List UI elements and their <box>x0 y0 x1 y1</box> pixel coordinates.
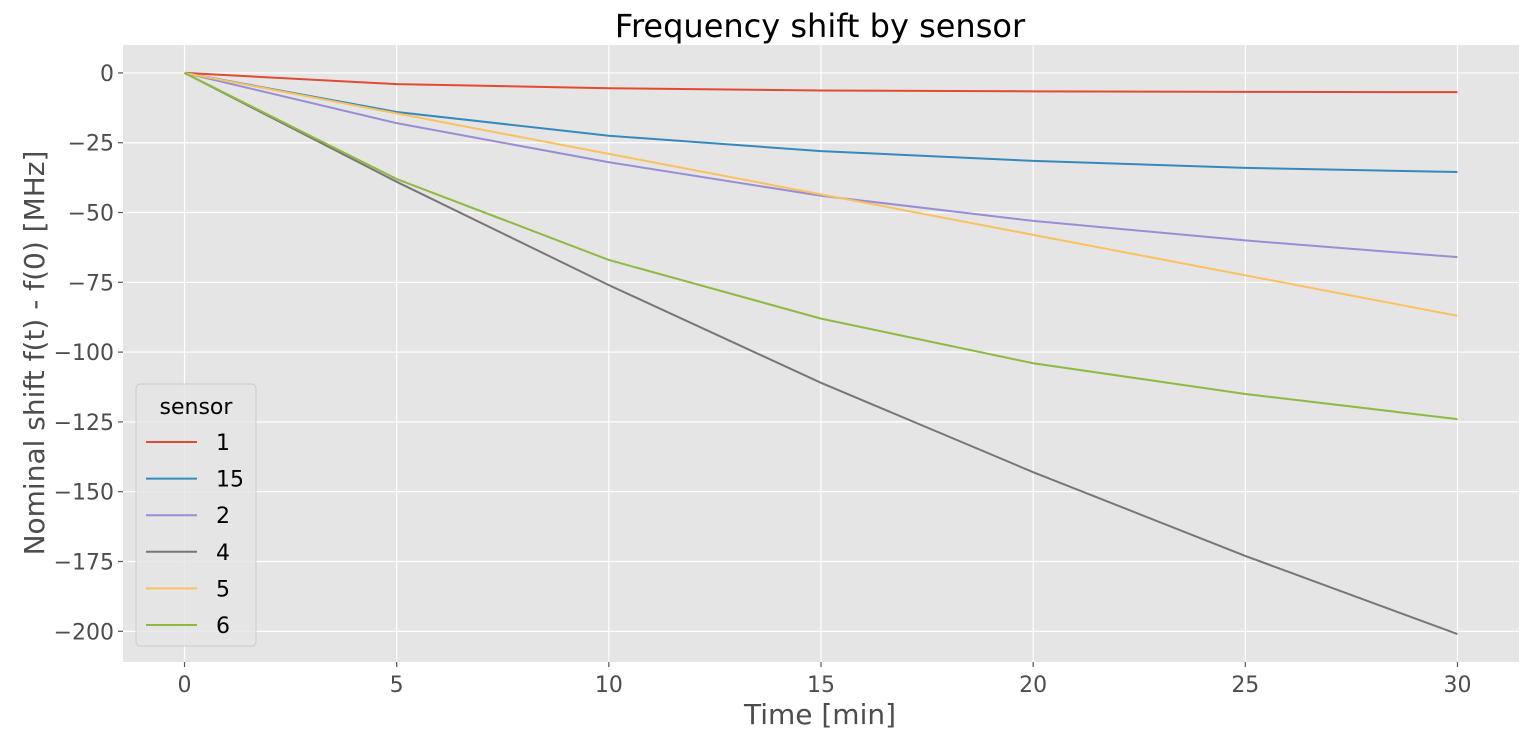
y-axis-label: Nominal shift f(t) - f(0) [MHz] <box>18 151 51 556</box>
legend: sensor 1 15 2 4 5 6 <box>135 383 257 647</box>
y-tick-label: −50 <box>68 202 114 227</box>
y-tick-label: −200 <box>54 620 114 645</box>
y-tick-label: −75 <box>68 271 114 296</box>
chart-title: Frequency shift by sensor <box>615 7 1026 45</box>
legend-title: sensor <box>160 395 234 420</box>
x-axis-ticks: 0 5 10 15 20 25 30 <box>178 662 1471 698</box>
series-line-sensor-1 <box>184 71 1458 94</box>
legend-label-sensor-5: 5 <box>216 577 230 602</box>
legend-label-sensor-1: 1 <box>216 431 230 456</box>
y-tick-label: −175 <box>54 550 114 575</box>
series-line-sensor-2 <box>184 71 1458 259</box>
series-line-sensor-15 <box>184 71 1458 174</box>
x-tick-label: 20 <box>1019 673 1047 698</box>
x-tick-label: 5 <box>390 673 404 698</box>
legend-label-sensor-4: 4 <box>216 541 230 566</box>
y-axis-ticks: 0 −25 −50 −75 −100 −125 −150 −175 −200 <box>54 62 123 645</box>
x-tick-label: 10 <box>595 673 623 698</box>
x-tick-label: 25 <box>1231 673 1259 698</box>
legend-label-sensor-15: 15 <box>216 468 244 493</box>
y-tick-label: −125 <box>54 411 114 436</box>
x-tick-label: 30 <box>1443 673 1471 698</box>
series-line-sensor-6 <box>184 72 1458 421</box>
series-line-sensor-5 <box>184 71 1458 317</box>
legend-items: 1 15 2 4 5 6 <box>146 431 244 639</box>
legend-label-sensor-2: 2 <box>216 504 230 529</box>
x-tick-label: 0 <box>178 673 192 698</box>
y-tick-label: −150 <box>54 481 114 506</box>
x-axis-label: Time [min] <box>743 698 896 731</box>
y-tick-label: −100 <box>54 341 114 366</box>
series-line-sensor-4 <box>184 72 1458 636</box>
y-tick-label: 0 <box>100 62 114 87</box>
x-tick-label: 15 <box>807 673 835 698</box>
legend-label-sensor-6: 6 <box>216 614 230 639</box>
y-tick-label: −25 <box>68 132 114 157</box>
series-lines <box>184 71 1458 636</box>
